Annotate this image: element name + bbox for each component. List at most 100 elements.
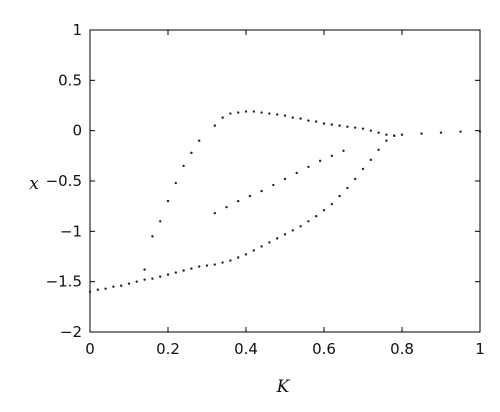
data-point — [213, 212, 216, 215]
data-point — [283, 114, 287, 117]
data-point — [330, 123, 333, 126]
data-point — [299, 225, 302, 228]
y-axis-label: x — [29, 174, 39, 194]
data-point — [318, 159, 322, 163]
data-point — [338, 124, 341, 127]
data-point — [260, 111, 263, 114]
data-point — [377, 131, 380, 134]
y-tick-label: 0 — [72, 122, 82, 140]
data-point — [213, 124, 216, 127]
data-point — [307, 119, 310, 122]
data-point — [299, 117, 302, 120]
data-point — [346, 125, 349, 128]
data-point — [283, 177, 287, 181]
data-point — [400, 133, 404, 136]
x-tick-label: 0.6 — [312, 340, 336, 358]
data-point — [322, 208, 326, 212]
data-point — [478, 130, 482, 133]
data-point — [237, 256, 240, 259]
data-point — [346, 186, 349, 190]
tick-labels-group: 0 0.2 0.4 0.6 0.8 1 1 0.5 0 −0.5 −1 −1.5 −2 — [46, 21, 485, 358]
data-point — [127, 282, 131, 285]
data-point — [190, 151, 193, 155]
data-point — [276, 237, 279, 240]
data-point — [315, 120, 318, 123]
data-point — [166, 273, 170, 276]
data-point — [361, 127, 365, 130]
data-point — [237, 111, 240, 114]
ticks-group — [89, 29, 481, 333]
data-point — [151, 277, 154, 280]
data-point — [213, 263, 216, 266]
y-tick-label: −2 — [60, 323, 82, 341]
data-point — [229, 259, 232, 262]
data-point — [330, 154, 333, 158]
data-point — [159, 275, 162, 278]
data-point — [260, 189, 263, 193]
data-point — [322, 122, 326, 125]
data-point — [244, 110, 248, 113]
data-point — [268, 112, 271, 115]
data-point — [385, 133, 388, 136]
data-point — [295, 171, 298, 175]
data-point — [420, 132, 423, 135]
data-point — [439, 131, 443, 134]
data-point — [342, 149, 345, 152]
data-point — [174, 181, 177, 185]
data-point — [112, 285, 115, 288]
data-point — [315, 215, 318, 218]
y-tick-label: −0.5 — [46, 172, 82, 190]
x-tick-label: 0.4 — [234, 340, 258, 358]
data-point — [361, 167, 365, 171]
y-tick-label: 0.5 — [58, 71, 82, 89]
data-point — [385, 139, 388, 142]
data-point — [229, 112, 232, 115]
data-point — [174, 271, 177, 274]
data-point — [369, 129, 372, 132]
data-point — [291, 229, 294, 232]
x-tick-label: 0 — [85, 340, 95, 358]
data-point — [182, 269, 185, 272]
data-point — [205, 264, 209, 267]
data-point — [88, 290, 92, 293]
x-axis-label: K — [276, 377, 291, 397]
data-point — [244, 253, 248, 256]
data-point — [151, 235, 154, 238]
data-point — [338, 194, 341, 198]
data-point — [198, 139, 201, 142]
y-tick-label: 1 — [72, 21, 82, 39]
points-group — [88, 110, 482, 293]
data-point — [260, 245, 263, 248]
data-point — [237, 199, 240, 203]
data-point — [143, 278, 146, 281]
data-point — [272, 183, 275, 187]
x-tick-label: 0.8 — [390, 340, 414, 358]
data-point — [96, 288, 100, 291]
data-point — [268, 241, 271, 244]
data-point — [225, 205, 228, 209]
data-point — [252, 249, 255, 252]
data-point — [307, 220, 310, 223]
data-point — [190, 267, 193, 270]
data-point — [248, 194, 252, 198]
data-point — [221, 261, 224, 264]
data-point — [291, 116, 294, 119]
data-point — [354, 126, 357, 129]
data-point — [143, 268, 146, 271]
data-point — [252, 110, 255, 113]
data-point — [330, 202, 333, 206]
y-tick-label: −1 — [60, 222, 82, 240]
data-point — [198, 265, 201, 268]
data-point — [104, 287, 107, 290]
data-point — [459, 130, 462, 133]
data-point — [135, 280, 138, 283]
data-point — [283, 233, 287, 236]
data-point — [276, 113, 279, 116]
data-point — [221, 116, 224, 119]
data-point — [354, 177, 357, 181]
data-point — [369, 158, 372, 162]
plot-frame — [89, 29, 481, 333]
data-point — [377, 148, 380, 151]
data-point — [166, 199, 170, 203]
